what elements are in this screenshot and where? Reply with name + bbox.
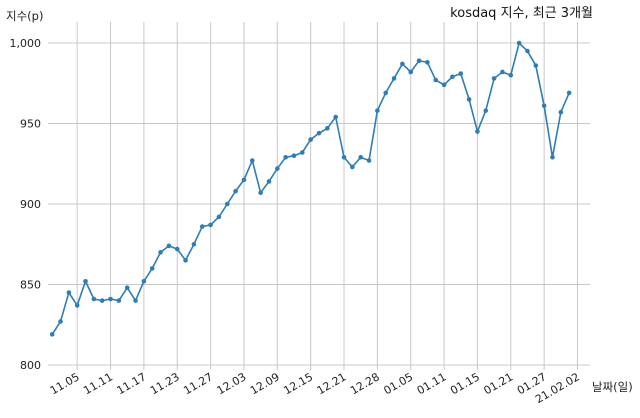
- data-point: [191, 241, 197, 247]
- x-axis-label: 날짜(일): [592, 380, 633, 394]
- x-tick-label: 01.15: [448, 370, 482, 397]
- data-point: [558, 109, 564, 115]
- data-point: [291, 153, 297, 158]
- data-point: [383, 90, 389, 96]
- data-point: [283, 155, 288, 160]
- data-point: [491, 76, 497, 81]
- data-point: [183, 258, 188, 263]
- y-tick-label: 950: [20, 118, 41, 131]
- x-axis-ticks: 11.05 11.11 11.17 11.23 11.27 12.03 12.09 12.15…: [48, 370, 582, 406]
- data-point: [116, 298, 122, 303]
- data-point: [466, 97, 472, 102]
- data-point: [216, 214, 222, 220]
- data-point: [550, 155, 555, 160]
- data-point: [158, 250, 163, 255]
- data-point: [141, 278, 147, 284]
- data-point: [124, 285, 130, 291]
- x-tick-label: 01.05: [381, 370, 415, 397]
- data-point: [233, 188, 238, 194]
- data-point: [366, 158, 372, 163]
- x-tick-label: 11.05: [48, 370, 82, 397]
- data-point: [433, 77, 439, 83]
- data-point: [316, 130, 322, 136]
- data-point: [441, 82, 447, 88]
- x-tick-label: 12.15: [281, 370, 315, 397]
- data-point: [99, 298, 105, 303]
- x-tick-label: 12.09: [248, 370, 282, 397]
- data-point: [391, 76, 397, 81]
- series-points: [49, 40, 572, 337]
- data-point: [341, 155, 347, 160]
- data-point: [275, 166, 280, 171]
- y-axis-label: 지수(p): [6, 9, 43, 23]
- data-point: [174, 246, 180, 252]
- data-point: [249, 158, 255, 163]
- data-point: [108, 296, 113, 302]
- data-point: [458, 71, 464, 76]
- y-tick-label: 850: [20, 279, 41, 292]
- data-point: [475, 129, 480, 134]
- data-point: [516, 40, 522, 46]
- data-point: [149, 266, 155, 271]
- data-point: [400, 61, 405, 67]
- data-point: [416, 58, 422, 64]
- x-tick-label: 12.21: [315, 370, 349, 397]
- data-point: [241, 177, 247, 183]
- data-point: [333, 114, 338, 120]
- y-tick-label: 800: [20, 359, 41, 372]
- data-point: [408, 69, 414, 75]
- data-point: [91, 296, 97, 302]
- data-point: [166, 243, 172, 249]
- x-tick-label: 11.17: [115, 370, 149, 397]
- x-tick-label: 01.21: [482, 370, 516, 397]
- x-tick-label: 11.27: [181, 370, 215, 397]
- chart-title: kosdaq 지수, 최근 3개월: [450, 6, 593, 21]
- data-point: [425, 60, 430, 65]
- data-point: [508, 72, 514, 78]
- data-point: [224, 201, 230, 207]
- x-tick-label: 01.11: [415, 370, 449, 397]
- data-point: [483, 108, 489, 113]
- data-point: [66, 290, 72, 295]
- data-point: [58, 319, 63, 324]
- y-axis-ticks: 800 850 900 950 1,000: [10, 37, 42, 372]
- data-point: [258, 190, 263, 196]
- data-point: [133, 298, 138, 303]
- data-point: [308, 137, 313, 142]
- data-point: [450, 74, 455, 80]
- data-point: [541, 103, 547, 109]
- data-point: [83, 278, 88, 284]
- data-point: [199, 224, 205, 229]
- data-point: [375, 108, 380, 113]
- data-point: [49, 332, 55, 337]
- data-point: [208, 222, 213, 228]
- data-point: [300, 150, 305, 155]
- y-tick-label: 900: [20, 198, 41, 211]
- data-point: [266, 179, 272, 184]
- data-point: [533, 63, 539, 68]
- data-point: [566, 90, 572, 96]
- data-point: [525, 48, 530, 54]
- y-tick-label: 1,000: [10, 37, 42, 50]
- data-point: [350, 164, 355, 170]
- x-tick-label: 11.11: [81, 370, 115, 397]
- data-point: [325, 126, 330, 131]
- data-point: [500, 69, 505, 75]
- x-tick-label: 12.03: [215, 370, 249, 397]
- data-point: [74, 303, 80, 308]
- x-tick-label: 12.28: [348, 370, 382, 397]
- grid-lines: [48, 22, 590, 370]
- x-tick-label: 11.23: [148, 370, 182, 397]
- data-point: [358, 155, 363, 160]
